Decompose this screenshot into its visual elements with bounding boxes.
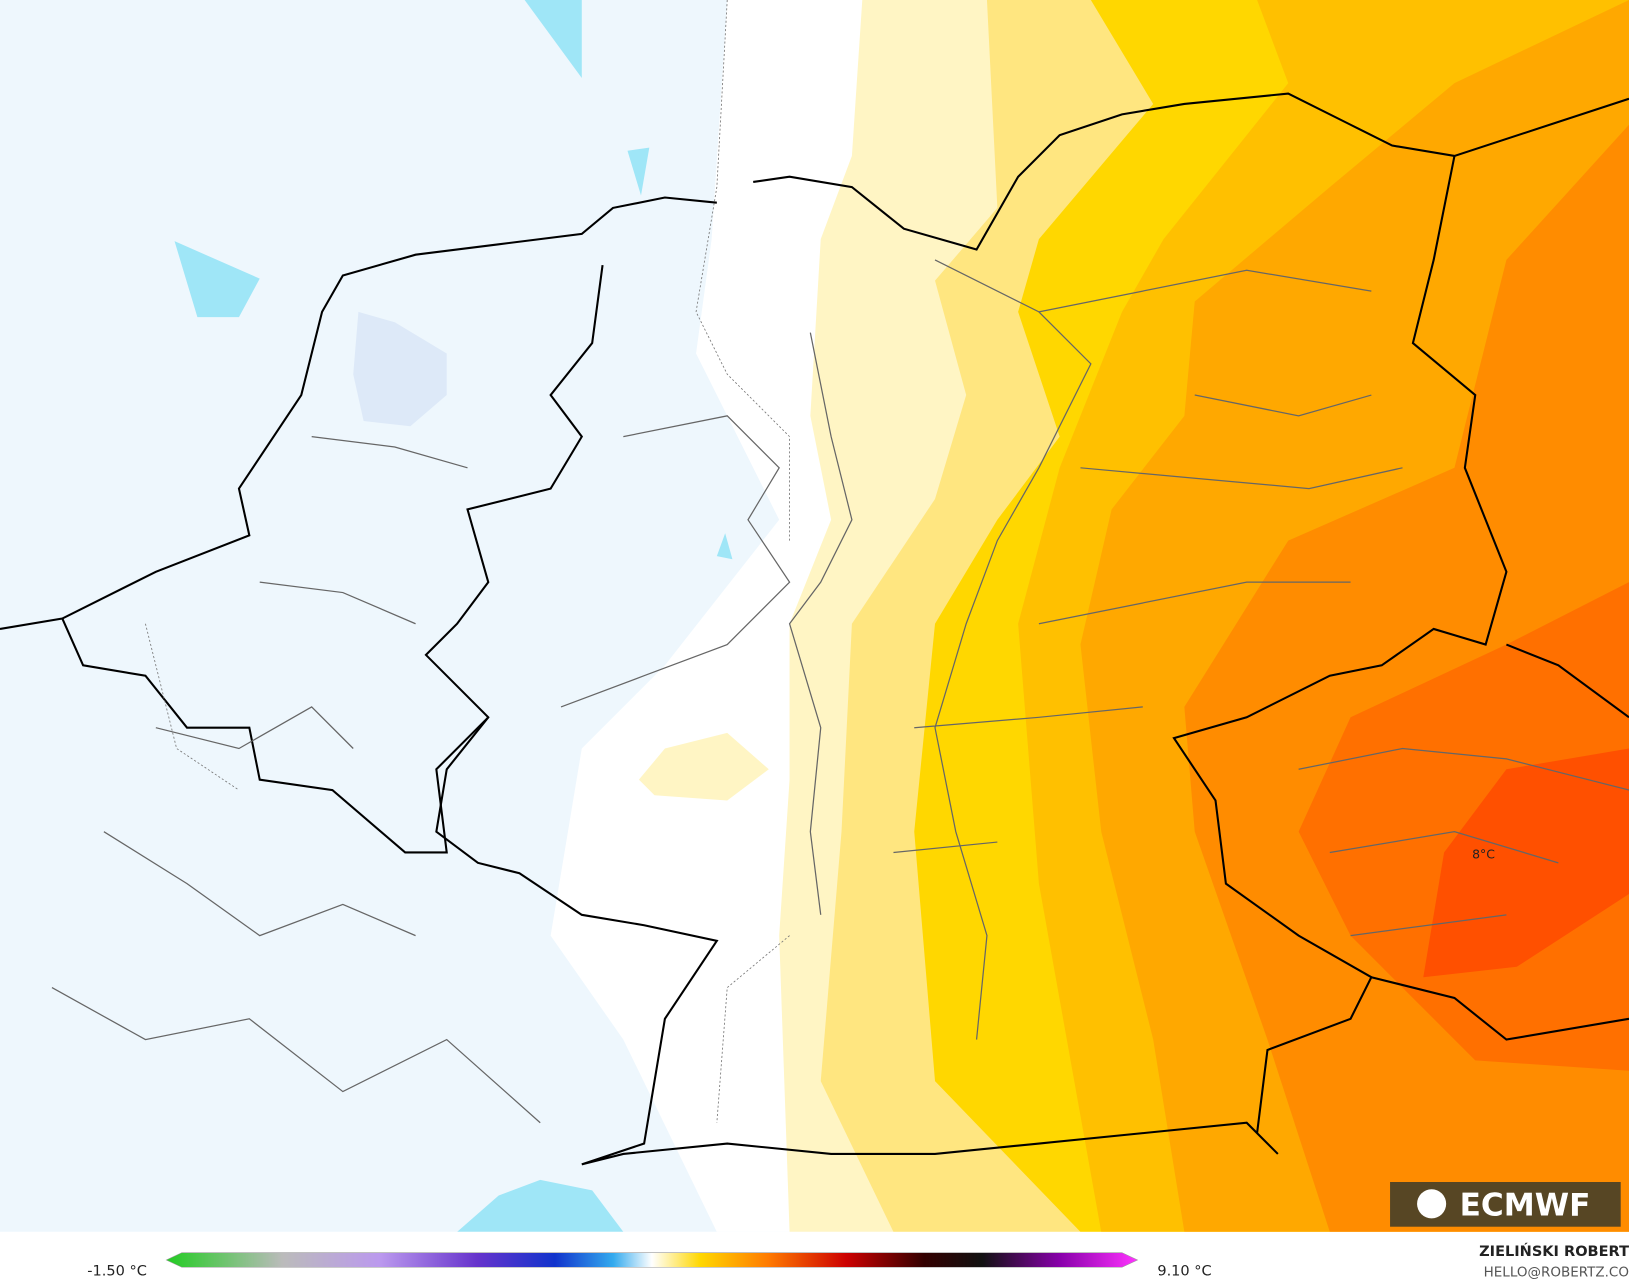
credit-author: ZIELIŃSKI ROBERT bbox=[1479, 1242, 1629, 1260]
temperature-field bbox=[0, 0, 1629, 1232]
colorbar bbox=[165, 1252, 1139, 1268]
borders bbox=[0, 0, 1629, 1166]
legend-min: -1.50 °C bbox=[87, 1264, 147, 1280]
legend-max: 9.10 °C bbox=[1157, 1264, 1211, 1280]
logo-icon bbox=[1417, 1189, 1447, 1219]
logo-text: ECMWF bbox=[1460, 1187, 1591, 1223]
point-label: 8°C bbox=[1472, 847, 1495, 862]
credit-contact: HELLO@ROBERTZ.CO bbox=[1484, 1265, 1629, 1281]
